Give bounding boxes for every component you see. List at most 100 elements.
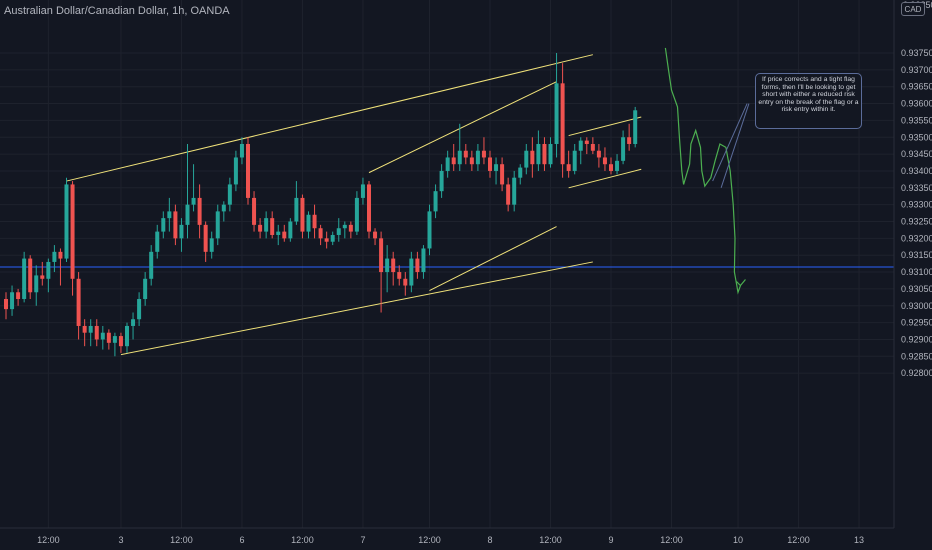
x-tick-label: 12:00 (170, 535, 193, 545)
trendline (568, 168, 642, 189)
candle-body (354, 197, 359, 232)
y-tick-label: 0.93400 (901, 166, 932, 176)
candle-body (4, 299, 8, 310)
trendline (568, 116, 642, 137)
candle-body (173, 211, 178, 239)
candle-body (469, 157, 474, 165)
x-tick-label: 12:00 (37, 535, 60, 545)
candle-body (100, 332, 105, 340)
y-tick-label: 0.93200 (901, 233, 932, 243)
x-tick-label: 10 (733, 535, 743, 545)
x-tick-label: 8 (487, 535, 492, 545)
x-tick-label: 9 (608, 535, 613, 545)
candle-body (566, 164, 571, 171)
candle-body (246, 143, 250, 198)
candle-body (336, 228, 341, 235)
candle-body (330, 234, 335, 242)
y-tick-label: 0.93550 (901, 115, 932, 125)
y-tick-label: 0.92800 (901, 368, 932, 378)
candle-body (379, 238, 384, 273)
candle-body (397, 272, 402, 279)
annotation-callout[interactable]: If price corrects and a tight flag forms… (755, 73, 862, 129)
y-tick-label: 0.93700 (901, 65, 932, 75)
candle-body (360, 184, 365, 198)
candles (4, 53, 638, 357)
candle-body (572, 150, 577, 171)
candle-body (318, 228, 323, 239)
projection-arrow-head (736, 279, 746, 287)
candle-body (494, 164, 499, 171)
candle-body (282, 231, 287, 239)
y-tick-label: 0.92850 (901, 351, 932, 361)
candle-body (161, 218, 166, 232)
y-tick-label: 0.93250 (901, 217, 932, 227)
candle-body (40, 275, 45, 279)
candle-body (191, 197, 196, 205)
candle-body (106, 332, 111, 343)
candle-body (385, 258, 390, 273)
candle-body (288, 221, 293, 239)
candle-body (409, 258, 414, 286)
candle-body (197, 197, 202, 225)
y-tick-label: 0.93300 (901, 200, 932, 210)
y-tick-label: 0.93000 (901, 301, 932, 311)
candle-body (584, 140, 589, 144)
candle-body (427, 211, 432, 249)
candle-body (185, 204, 190, 225)
candle-body (536, 143, 541, 165)
candle-body (615, 160, 620, 171)
candle-body (481, 150, 486, 158)
candle-body (209, 238, 214, 252)
x-tick-label: 6 (239, 535, 244, 545)
candle-body (475, 150, 480, 165)
candle-body (294, 197, 299, 222)
candle-body (70, 184, 75, 279)
candle-body (433, 191, 438, 212)
candle-body (445, 157, 450, 171)
candle-body (28, 258, 33, 293)
y-tick-label: 0.93100 (901, 267, 932, 277)
candle-body (125, 325, 129, 347)
candle-body (16, 292, 21, 300)
y-tick-label: 0.92950 (901, 318, 932, 328)
candle-body (10, 292, 15, 310)
y-tick-label: 0.93500 (901, 132, 932, 142)
candle-body (439, 170, 444, 192)
candle-body (609, 164, 613, 171)
y-tick-label: 0.93150 (901, 250, 932, 260)
candle-body (239, 143, 244, 158)
y-tick-label: 0.93050 (901, 284, 932, 294)
y-tick-label: 0.92900 (901, 334, 932, 344)
grid (0, 0, 894, 528)
projection-path (664, 47, 750, 295)
x-tick-label: 12:00 (787, 535, 810, 545)
candle-body (149, 251, 154, 279)
candle-body (530, 150, 535, 165)
candle-body (118, 336, 123, 347)
candle-body (463, 150, 468, 158)
x-tick-label: 12:00 (660, 535, 683, 545)
candle-body (633, 110, 638, 144)
currency-badge[interactable]: CAD (901, 2, 925, 16)
candle-body (373, 231, 378, 239)
candle-body (76, 278, 81, 326)
candle-body (415, 258, 420, 273)
candle-body (143, 278, 148, 300)
candle-body (548, 143, 553, 165)
candle-body (367, 184, 371, 232)
candle-body (276, 231, 281, 235)
candle-body (451, 157, 456, 165)
candle-body (518, 167, 523, 178)
candle-body (179, 224, 184, 239)
chart-title: Australian Dollar/Canadian Dollar, 1h, O… (4, 5, 230, 17)
candle-body (227, 184, 232, 205)
candle-body (252, 197, 257, 225)
candle-body (312, 214, 317, 229)
candle-body (155, 231, 160, 252)
candle-body (500, 164, 505, 185)
x-tick-label: 3 (118, 535, 123, 545)
candle-body (403, 278, 408, 286)
x-tick-label: 12:00 (539, 535, 562, 545)
y-tick-label: 0.93450 (901, 149, 932, 159)
x-tick-label: 12:00 (418, 535, 441, 545)
